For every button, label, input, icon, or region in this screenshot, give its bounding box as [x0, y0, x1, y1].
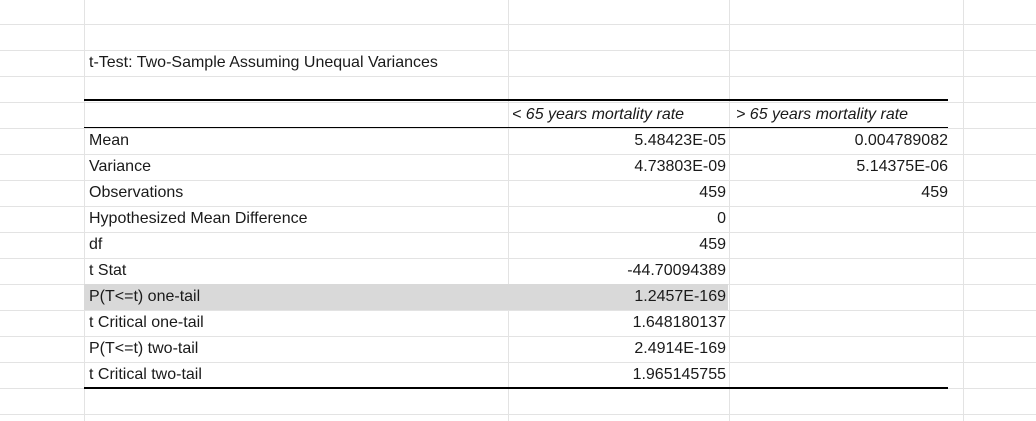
value-under-65-variance[interactable]: 4.73803E-09 — [634, 158, 726, 175]
table-title[interactable]: t-Test: Two-Sample Assuming Unequal Vari… — [89, 54, 438, 71]
value-under-65-hypothesized-mean-difference[interactable]: 0 — [717, 210, 726, 227]
column-divider — [729, 0, 730, 421]
row-label-mean[interactable]: Mean — [89, 132, 130, 149]
column-divider — [84, 0, 85, 421]
value-over-65-t-critical-two-tail[interactable] — [730, 362, 948, 388]
row-label-p-two-tail[interactable]: P(T<=t) two-tail — [89, 340, 199, 357]
row-label-df[interactable]: df — [89, 236, 103, 253]
value-over-65-df[interactable] — [730, 232, 948, 258]
value-over-65-hypothesized-mean-difference[interactable] — [730, 206, 948, 232]
value-over-65-p-two-tail[interactable] — [730, 336, 948, 362]
row-label-hypothesized-mean-difference[interactable]: Hypothesized Mean Difference — [89, 210, 308, 227]
column-divider — [508, 0, 509, 421]
column-divider — [963, 0, 964, 421]
table-top-border — [84, 99, 948, 101]
value-over-65-variance[interactable]: 5.14375E-06 — [856, 158, 948, 175]
value-over-65-t-stat[interactable] — [730, 258, 948, 284]
row-label-p-one-tail[interactable]: P(T<=t) one-tail — [89, 288, 201, 305]
row-label-variance[interactable]: Variance — [89, 158, 151, 175]
value-under-65-df[interactable]: 459 — [699, 236, 726, 253]
value-over-65-p-one-tail[interactable] — [730, 284, 948, 310]
header-bottom-border — [84, 127, 948, 128]
value-under-65-p-two-tail[interactable]: 2.4914E-169 — [634, 340, 726, 357]
row-label-t-critical-two-tail[interactable]: t Critical two-tail — [89, 366, 202, 383]
value-under-65-t-critical-two-tail[interactable]: 1.965145755 — [632, 366, 726, 383]
column-header-under-65[interactable]: < 65 years mortality rate — [512, 106, 685, 123]
column-header-over-65[interactable]: > 65 years mortality rate — [736, 106, 909, 123]
value-under-65-p-one-tail[interactable]: 1.2457E-169 — [634, 288, 726, 305]
row-label-t-critical-one-tail[interactable]: t Critical one-tail — [89, 314, 204, 331]
table-bottom-border — [84, 387, 948, 389]
value-under-65-t-critical-one-tail[interactable]: 1.648180137 — [632, 314, 726, 331]
value-under-65-mean[interactable]: 5.48423E-05 — [634, 132, 726, 149]
row-label-t-stat[interactable]: t Stat — [89, 262, 127, 279]
value-under-65-t-stat[interactable]: -44.70094389 — [627, 262, 726, 279]
value-over-65-observations[interactable]: 459 — [921, 184, 948, 201]
row-label-observations[interactable]: Observations — [89, 184, 184, 201]
value-under-65-observations[interactable]: 459 — [699, 184, 726, 201]
value-over-65-t-critical-one-tail[interactable] — [730, 310, 948, 336]
highlighted-row — [84, 284, 728, 310]
value-over-65-mean[interactable]: 0.004789082 — [854, 132, 948, 149]
